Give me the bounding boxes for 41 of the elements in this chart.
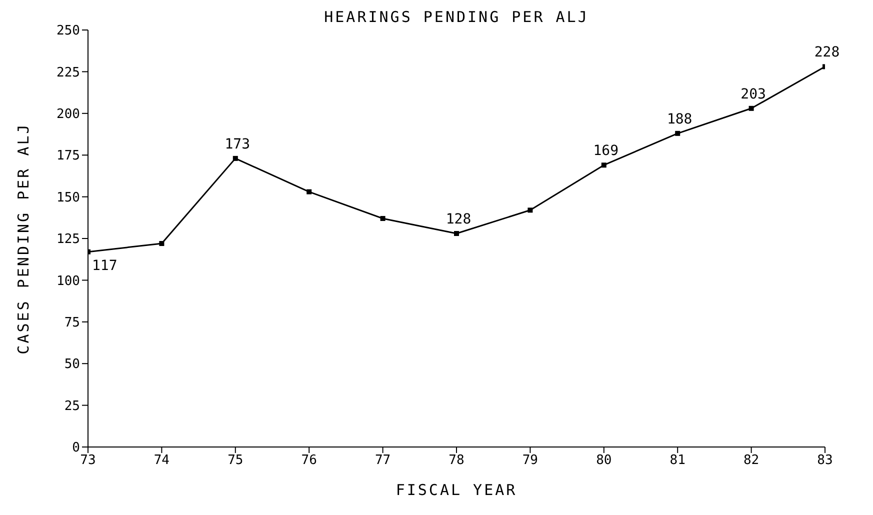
point	[601, 162, 606, 168]
point	[380, 216, 386, 221]
data-label: 169	[593, 143, 619, 160]
chart-title: HEARINGS PENDING PER ALJ	[324, 8, 589, 26]
data-label: 128	[446, 211, 472, 228]
x-tick-label: 82	[743, 453, 760, 468]
point	[528, 208, 533, 213]
y-axis-title: CASES PENDING PER ALJ	[14, 122, 32, 354]
data-label: 228	[814, 44, 840, 61]
x-tick-label: 78	[448, 453, 464, 468]
point	[306, 189, 312, 194]
y-tick-label: 0	[72, 440, 80, 456]
y-tick-label: 50	[64, 357, 80, 372]
y-tick-label: 75	[64, 316, 80, 331]
x-axis-title: FISCAL YEAR	[396, 481, 518, 499]
point	[675, 130, 680, 136]
y-tick-label: 100	[56, 274, 80, 289]
y-tick-label: 200	[56, 107, 80, 122]
data-label: 203	[740, 86, 766, 102]
y-tick-label: 175	[56, 148, 80, 164]
x-tick-label: 80	[596, 453, 612, 468]
x-tick-label: 77	[374, 453, 391, 468]
data-label: 173	[224, 136, 250, 152]
y-tick-label: 225	[56, 65, 80, 80]
data-label: 188	[666, 111, 692, 128]
data-label: 117	[92, 258, 118, 274]
x-tick-label: 74	[154, 453, 170, 468]
x-tick-label: 83	[817, 453, 833, 468]
point	[748, 106, 754, 111]
point	[454, 230, 459, 236]
x-tick-label: 79	[522, 453, 538, 468]
y-tick-label: 150	[56, 190, 80, 206]
x-tick-label: 81	[670, 453, 686, 468]
x-tick-label: 76	[301, 453, 317, 468]
y-tick-label: 125	[56, 232, 80, 248]
point	[232, 156, 238, 161]
y-tick-label: 25	[64, 398, 80, 414]
x-tick-label: 73	[80, 453, 96, 468]
y-tick-label: 250	[56, 24, 80, 39]
point	[159, 241, 164, 246]
x-tick-label: 75	[228, 453, 244, 468]
